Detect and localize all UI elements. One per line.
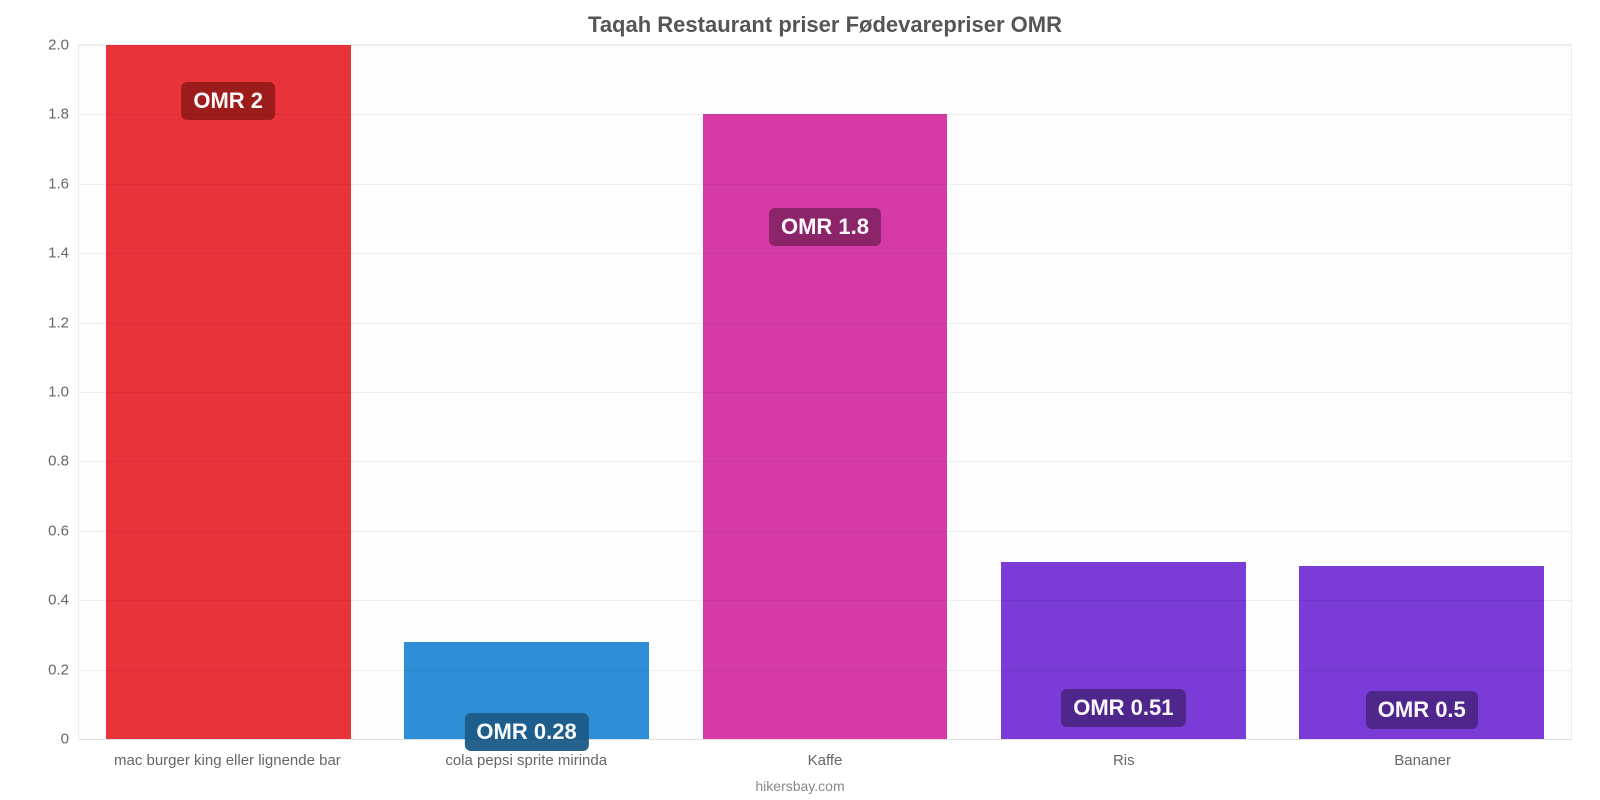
plot-frame: OMR 2OMR 0.28OMR 1.8OMR 0.51OMR 0.5 00.2… [78, 44, 1572, 740]
y-tick-label: 0.6 [48, 522, 79, 539]
gridline [79, 461, 1571, 462]
price-bar-chart: Taqah Restaurant priser Fødevarepriser O… [0, 0, 1600, 800]
chart-title: Taqah Restaurant priser Fødevarepriser O… [78, 12, 1572, 38]
value-label: OMR 1.8 [769, 208, 881, 246]
bar: OMR 0.51 [1001, 562, 1246, 739]
x-tick-label: Kaffe [808, 752, 843, 769]
gridline [79, 253, 1571, 254]
y-tick-label: 0 [61, 731, 79, 748]
plot-area: OMR 2OMR 0.28OMR 1.8OMR 0.51OMR 0.5 00.2… [78, 44, 1572, 740]
y-tick-label: 0.4 [48, 592, 79, 609]
x-tick-label: Ris [1113, 752, 1135, 769]
value-label: OMR 0.5 [1366, 691, 1478, 729]
x-tick-label: mac burger king eller lignende bar [114, 752, 341, 769]
y-tick-label: 0.8 [48, 453, 79, 470]
gridline [79, 392, 1571, 393]
bar: OMR 0.5 [1299, 566, 1544, 740]
y-tick-label: 1.6 [48, 175, 79, 192]
gridline [79, 323, 1571, 324]
bar: OMR 0.28 [404, 642, 649, 739]
y-tick-label: 1.0 [48, 384, 79, 401]
gridline [79, 739, 1571, 740]
credit-text: hikersbay.com [0, 778, 1600, 794]
x-tick-label: cola pepsi sprite mirinda [445, 752, 607, 769]
gridline [79, 670, 1571, 671]
gridline [79, 600, 1571, 601]
y-tick-label: 0.2 [48, 661, 79, 678]
bar: OMR 1.8 [703, 114, 948, 739]
y-tick-label: 2.0 [48, 37, 79, 54]
gridline [79, 531, 1571, 532]
gridline [79, 45, 1571, 46]
y-tick-label: 1.2 [48, 314, 79, 331]
value-label: OMR 0.51 [1061, 689, 1185, 727]
value-label: OMR 0.28 [464, 713, 588, 751]
gridline [79, 114, 1571, 115]
gridline [79, 184, 1571, 185]
y-tick-label: 1.4 [48, 245, 79, 262]
y-tick-label: 1.8 [48, 106, 79, 123]
x-tick-label: Bananer [1394, 752, 1451, 769]
x-axis-labels: mac burger king eller lignende bar cola p… [78, 752, 1572, 772]
